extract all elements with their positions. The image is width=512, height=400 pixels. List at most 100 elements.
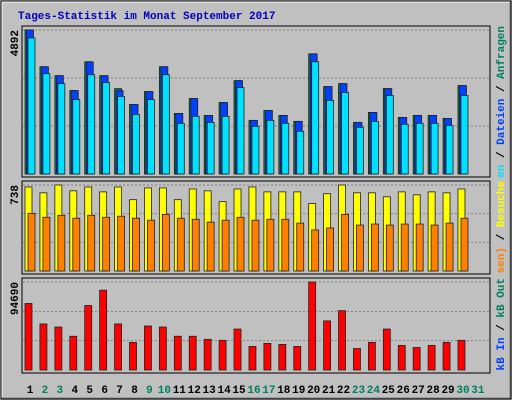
- x-tick-label: 13: [203, 385, 217, 397]
- x-tick-label: 8: [131, 385, 138, 397]
- bar: [338, 310, 346, 371]
- bar: [173, 335, 182, 371]
- x-tick-label: 17: [262, 385, 275, 397]
- bar: [323, 320, 332, 371]
- bar: [311, 229, 320, 272]
- bar: [341, 92, 349, 175]
- x-tick-label: 14: [217, 385, 231, 397]
- bar: [397, 345, 406, 371]
- x-tick-label: 22: [337, 385, 350, 397]
- bar: [278, 344, 287, 371]
- bar: [460, 217, 469, 272]
- chart-title: Tages-Statistik im Monat September 2017: [18, 11, 275, 23]
- legend-group: kB F / kB In / kB Out: [496, 278, 508, 400]
- x-tick-label: 23: [352, 385, 366, 397]
- bar: [191, 115, 200, 175]
- legend-entry: Dateien: [496, 99, 508, 145]
- bar: [367, 341, 376, 371]
- bar: [158, 326, 167, 371]
- bar: [263, 342, 272, 371]
- x-tick-label: 29: [441, 385, 454, 397]
- x-tick-label: 26: [397, 385, 410, 397]
- legend-separator: /: [496, 227, 508, 247]
- x-tick-label: 9: [146, 385, 153, 397]
- legend-entry: kB Out: [496, 278, 508, 318]
- bar: [72, 217, 81, 272]
- bar: [42, 216, 51, 272]
- bar: [129, 341, 137, 371]
- bar: [457, 339, 466, 371]
- bar: [206, 121, 215, 175]
- bar: [281, 218, 290, 272]
- x-tick-label: 15: [232, 385, 246, 397]
- bar: [445, 222, 454, 272]
- bar: [311, 61, 320, 175]
- bar: [281, 122, 290, 175]
- bar: [382, 328, 391, 371]
- bar: [117, 96, 125, 175]
- y-tick-label: 4892: [10, 30, 22, 56]
- bar: [412, 347, 421, 371]
- x-tick-label: 10: [158, 385, 171, 397]
- bar: [102, 216, 111, 272]
- x-tick-label: 24: [367, 385, 381, 397]
- x-tick-label: 30: [456, 385, 469, 397]
- bar: [176, 217, 185, 272]
- bar: [233, 328, 242, 371]
- bar: [460, 95, 469, 175]
- bar: [296, 130, 305, 175]
- bar: [27, 212, 36, 272]
- legend-entry: Anfragen: [496, 26, 508, 79]
- bar: [84, 305, 93, 371]
- bar: [72, 99, 81, 175]
- bar: [132, 217, 140, 272]
- legend-entry: kB In: [496, 337, 508, 370]
- bar: [445, 124, 454, 175]
- bar: [308, 281, 317, 371]
- x-tick-label: 28: [427, 385, 441, 397]
- bar: [266, 218, 275, 272]
- bar: [117, 215, 125, 272]
- bar: [236, 216, 245, 272]
- x-tick-label: 5: [86, 385, 93, 397]
- bar: [39, 323, 48, 371]
- bar: [114, 323, 122, 371]
- legend-entry: Rechner (IP-Adressen): [496, 247, 508, 386]
- bar: [385, 224, 394, 272]
- bar: [132, 114, 140, 175]
- x-tick-label: 12: [188, 385, 201, 397]
- x-tick-label: 7: [116, 385, 123, 397]
- x-tick-label: 11: [173, 385, 187, 397]
- bar: [385, 95, 394, 175]
- x-tick-label: 20: [307, 385, 320, 397]
- bar: [144, 325, 152, 371]
- legend: kB F / kB In / kB Out: [496, 278, 508, 400]
- bar: [99, 289, 108, 371]
- bar: [251, 125, 260, 175]
- y-tick-label: 738: [10, 185, 22, 205]
- bar: [415, 122, 424, 175]
- bar: [218, 339, 227, 371]
- bar: [353, 348, 361, 371]
- legend: Rechner (IP-Adressen) / Besuche: [496, 181, 508, 386]
- bar: [57, 214, 66, 272]
- legend: Seiten / Dateien / Anfragen: [496, 26, 508, 204]
- bar: [42, 73, 51, 175]
- x-tick-label: 18: [277, 385, 291, 397]
- bar: [415, 223, 424, 272]
- bar: [221, 115, 230, 175]
- bar: [341, 213, 349, 272]
- bar: [326, 227, 335, 272]
- bar: [161, 213, 170, 272]
- bar: [370, 223, 379, 272]
- bar: [400, 123, 409, 175]
- x-tick-label: 3: [57, 385, 64, 397]
- bar: [87, 74, 96, 175]
- bar: [87, 214, 96, 272]
- bar: [293, 346, 302, 371]
- legend-separator: /: [496, 79, 508, 99]
- bar: [296, 222, 305, 272]
